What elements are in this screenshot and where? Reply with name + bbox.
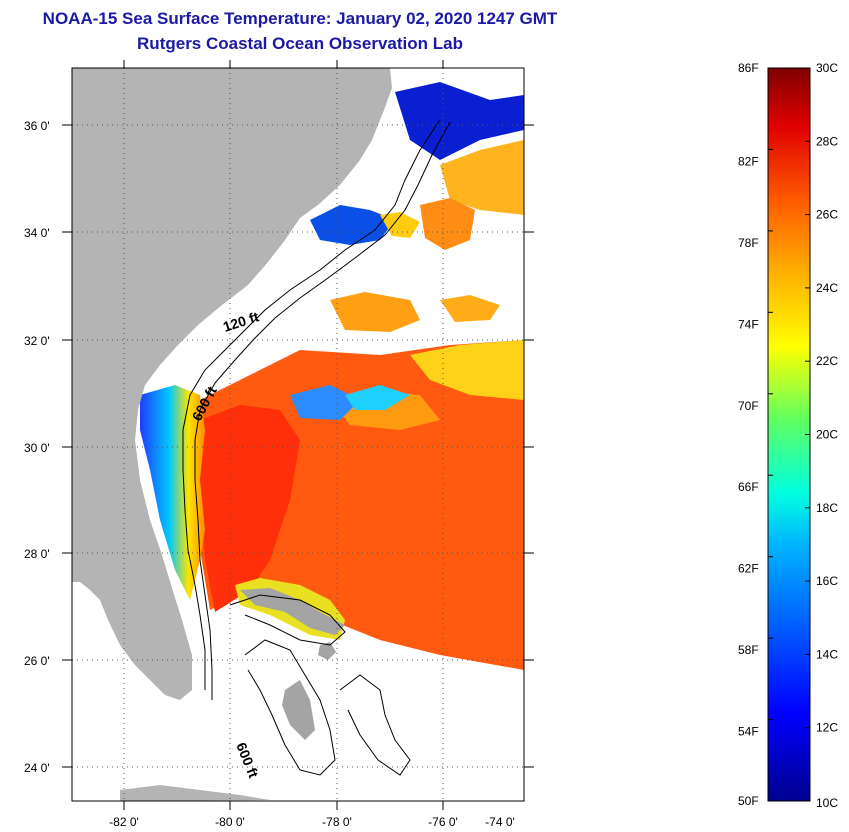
sst-map [72, 68, 524, 801]
colorbar-fahrenheit-labels: 86F 82F 78F 74F 70F 66F 62F 58F 54F 50F [738, 61, 759, 808]
land-florida-keys [120, 785, 270, 801]
yellow-water-region [410, 340, 524, 400]
colorbar-c-label: 22C [816, 354, 838, 368]
colorbar-f-label: 62F [738, 562, 759, 576]
colorbar-c-label: 18C [816, 501, 838, 515]
offshore-orange-patch-3 [440, 295, 500, 322]
x-tick-label: -76 0' [428, 815, 458, 829]
contour-600ft [194, 121, 451, 700]
y-tick-label: 26 0' [24, 654, 50, 668]
carolina-cold-water [310, 205, 395, 245]
map-frame [71, 67, 525, 802]
x-tick-label: -74 0' [485, 815, 515, 829]
colorbar-c-label: 12C [816, 721, 838, 735]
bahamas-bank-contour-3 [229, 594, 346, 646]
colorbar-f-label: 82F [738, 154, 759, 168]
northern-warm-patch [440, 140, 524, 215]
cool-water-patch [290, 385, 360, 420]
colorbar-c-label: 30C [816, 61, 838, 75]
x-tick-label: -78 0' [322, 815, 352, 829]
colorbar-f-label: 50F [738, 794, 759, 808]
bahamas-bank-contour [244, 639, 336, 776]
colorbar: 86F 82F 78F 74F 70F 66F 62F 58F 54F 50F 30C 28C 26C… [738, 61, 838, 810]
map-subtitle: Rutgers Coastal Ocean Observation Lab [137, 34, 463, 53]
contour-120ft [182, 119, 441, 690]
y-tick-label: 36 0' [24, 119, 50, 133]
map-title: NOAA-15 Sea Surface Temperature: January… [42, 9, 558, 28]
colorbar-ticks [768, 67, 810, 802]
y-tick-label: 30 0' [24, 441, 50, 455]
land-southeast-us [72, 68, 392, 700]
colorbar-c-label: 16C [816, 574, 838, 588]
offshore-orange-patch-2 [330, 292, 420, 332]
colorbar-c-label: 24C [816, 281, 838, 295]
y-tick-label: 34 0' [24, 226, 50, 240]
colorbar-f-label: 86F [738, 61, 759, 75]
bahamas-bank-contour-2 [339, 674, 411, 776]
colorbar-f-label: 74F [738, 317, 759, 331]
hot-water-region [198, 405, 300, 612]
y-tick-label: 28 0' [24, 547, 50, 561]
y-tick-label: 24 0' [24, 761, 50, 775]
x-tick-label: -82 0' [109, 815, 139, 829]
coastal-cold-water [140, 385, 205, 600]
colorbar-c-label: 26C [816, 208, 838, 222]
land-bahamas-grand [240, 588, 345, 635]
map-grid [72, 68, 524, 801]
map-ticks [62, 60, 534, 810]
northern-cold-water [395, 82, 524, 160]
colorbar-f-label: 58F [738, 643, 759, 657]
offshore-orange-patch [420, 198, 475, 250]
colorbar-f-label: 66F [738, 480, 759, 494]
colorbar-c-label: 28C [816, 134, 838, 148]
x-tick-label: -80 0' [215, 815, 245, 829]
colorbar-f-label: 54F [738, 725, 759, 739]
colorbar-f-label: 78F [738, 236, 759, 250]
cool-water-patch-2 [345, 385, 410, 410]
land-bahamas-small [318, 642, 336, 660]
colorbar-f-label: 70F [738, 399, 759, 413]
colorbar-c-label: 20C [816, 428, 838, 442]
y-tick-label: 32 0' [24, 334, 50, 348]
colorbar-c-label: 10C [816, 796, 838, 810]
colorbar-c-label: 14C [816, 647, 838, 661]
colorbar-gradient [767, 67, 811, 802]
carolina-mid-water [380, 212, 420, 238]
land-bahamas-andros [282, 680, 315, 740]
colorbar-celsius-labels: 30C 28C 26C 24C 22C 20C 18C 16C 14C 12C 10C [816, 61, 838, 810]
